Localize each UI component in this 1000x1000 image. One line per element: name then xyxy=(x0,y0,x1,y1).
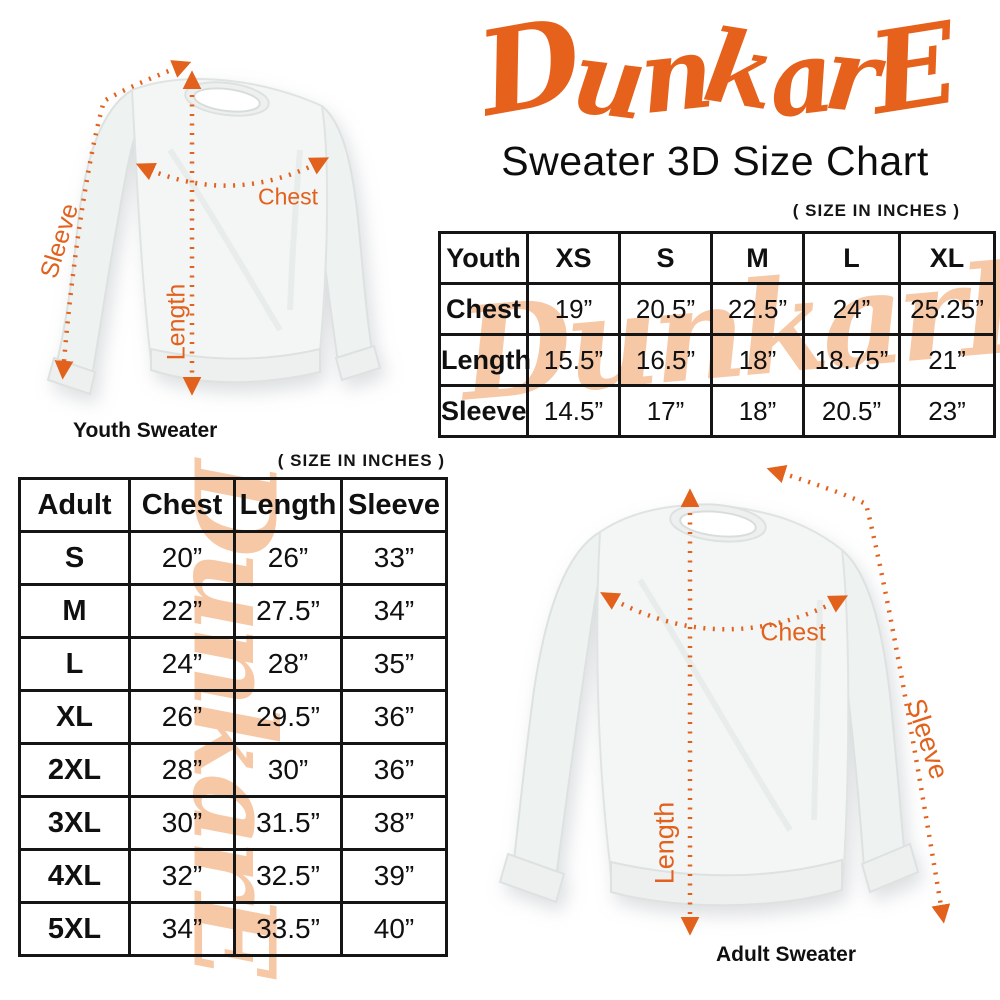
value-cell: 20.5” xyxy=(802,384,901,438)
value-cell: 38” xyxy=(340,795,448,851)
row-label-cell: 5XL xyxy=(18,901,131,957)
youth-size-table: Youth XS S M L XL Chest 19” 20.5” 22.5” 24” 25.25” L… xyxy=(438,231,996,438)
value-cell: 33.5” xyxy=(233,901,343,957)
table-row: Chest 19” 20.5” 22.5” 24” 25.25” xyxy=(438,282,996,336)
logo-letter: E xyxy=(861,0,960,141)
table-header-cell: L xyxy=(802,231,901,285)
value-cell: 20.5” xyxy=(618,282,713,336)
adult-left-cuff xyxy=(498,852,566,904)
youth-chest-label: Chest xyxy=(257,183,319,210)
value-cell: 28” xyxy=(233,636,343,692)
value-cell: 34” xyxy=(340,583,448,639)
value-cell: 36” xyxy=(340,689,448,745)
value-cell: 22.5” xyxy=(710,282,805,336)
page-title: Sweater 3D Size Chart xyxy=(501,138,929,184)
value-cell: 26” xyxy=(128,689,236,745)
value-cell: 14.5” xyxy=(526,384,621,438)
value-cell: 30” xyxy=(233,742,343,798)
table-header-row: Adult Chest Length Sleeve xyxy=(18,477,448,533)
adult-caption: Adult Sweater xyxy=(716,943,857,966)
row-label-cell: Length xyxy=(438,333,531,387)
table-row: 2XL 28” 30” 36” xyxy=(18,742,448,798)
value-cell: 36” xyxy=(340,742,448,798)
adult-units-note: ( SIZE IN INCHES ) xyxy=(277,451,445,470)
table-row: L 24” 28” 35” xyxy=(18,636,448,692)
table-header-cell: Chest xyxy=(128,477,236,533)
value-cell: 25.25” xyxy=(898,282,996,336)
adult-length-label: Length xyxy=(649,801,680,885)
value-cell: 20” xyxy=(128,530,236,586)
row-label-cell: Chest xyxy=(438,282,529,336)
value-cell: 19” xyxy=(526,282,621,336)
youth-right-cuff xyxy=(334,344,382,382)
value-cell: 18.75” xyxy=(802,333,901,387)
row-label-cell: Sleeve xyxy=(438,384,529,438)
value-cell: 40” xyxy=(340,901,448,957)
table-row: Sleeve 14.5” 17” 18” 20.5” 23” xyxy=(438,384,996,438)
value-cell: 24” xyxy=(128,636,236,692)
value-cell: 34” xyxy=(128,901,236,957)
table-row: Length 15.5” 16.5” 18” 18.75” 21” xyxy=(438,333,996,387)
table-header-row: Youth XS S M L XL xyxy=(438,231,996,285)
youth-caption: Youth Sweater xyxy=(73,419,218,442)
row-label-cell: S xyxy=(18,530,131,586)
row-label-cell: 3XL xyxy=(18,795,131,851)
value-cell: 27.5” xyxy=(233,583,343,639)
youth-length-label: Length xyxy=(162,283,191,361)
table-header-cell: XL xyxy=(898,231,996,285)
value-cell: 15.5” xyxy=(526,333,621,387)
adult-chest-arrow xyxy=(600,592,849,632)
value-cell: 23” xyxy=(898,384,996,438)
value-cell: 32” xyxy=(128,848,236,904)
value-cell: 22” xyxy=(128,583,236,639)
value-cell: 21” xyxy=(898,333,996,387)
value-cell: 31.5” xyxy=(233,795,343,851)
table-header-cell: Youth xyxy=(438,231,529,285)
adult-chest-label: Chest xyxy=(760,618,826,647)
value-cell: 29.5” xyxy=(233,689,343,745)
value-cell: 18” xyxy=(710,333,805,387)
table-header-cell: Length xyxy=(233,477,343,533)
table-row: 5XL 34” 33.5” 40” xyxy=(18,901,448,957)
adult-torso xyxy=(596,503,850,905)
table-row: 4XL 32” 32.5” 39” xyxy=(18,848,448,904)
adult-size-table: Adult Chest Length Sleeve S 20” 26” 33” M 22” 27.5… xyxy=(18,477,448,957)
value-cell: 30” xyxy=(128,795,236,851)
value-cell: 35” xyxy=(340,636,448,692)
row-label-cell: 4XL xyxy=(18,848,131,904)
brand-logo: DunkarE xyxy=(437,0,993,147)
table-row: 3XL 30” 31.5” 38” xyxy=(18,795,448,851)
table-header-cell: M xyxy=(710,231,805,285)
adult-sweater-illustration xyxy=(498,503,920,907)
youth-sleeve-arrow xyxy=(54,60,192,380)
value-cell: 32.5” xyxy=(233,848,343,904)
value-cell: 16.5” xyxy=(618,333,713,387)
row-label-cell: L xyxy=(18,636,131,692)
value-cell: 33” xyxy=(340,530,448,586)
table-row: M 22” 27.5” 34” xyxy=(18,583,448,639)
adult-left-sleeve xyxy=(512,530,612,880)
table-header-cell: S xyxy=(618,231,713,285)
value-cell: 17” xyxy=(618,384,713,438)
youth-torso xyxy=(130,78,329,381)
table-header-cell: Adult xyxy=(18,477,131,533)
value-cell: 18” xyxy=(710,384,805,438)
table-row: XL 26” 29.5” 36” xyxy=(18,689,448,745)
value-cell: 39” xyxy=(340,848,448,904)
table-row: S 20” 26” 33” xyxy=(18,530,448,586)
value-cell: 26” xyxy=(233,530,343,586)
youth-units-note: ( SIZE IN INCHES ) xyxy=(792,201,960,220)
row-label-cell: XL xyxy=(18,689,131,745)
table-header-cell: XS xyxy=(526,231,621,285)
row-label-cell: M xyxy=(18,583,131,639)
value-cell: 28” xyxy=(128,742,236,798)
row-label-cell: 2XL xyxy=(18,742,131,798)
value-cell: 24” xyxy=(802,282,901,336)
table-header-cell: Sleeve xyxy=(340,477,448,533)
